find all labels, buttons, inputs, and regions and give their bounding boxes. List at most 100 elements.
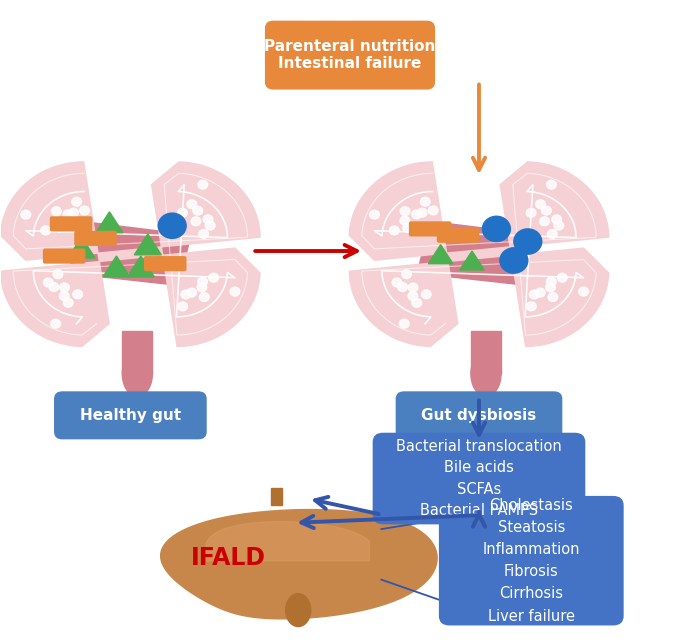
Circle shape: [428, 206, 438, 215]
Circle shape: [49, 283, 59, 292]
Polygon shape: [103, 256, 130, 277]
Circle shape: [579, 287, 589, 296]
Circle shape: [548, 293, 558, 301]
Circle shape: [63, 210, 73, 219]
Polygon shape: [471, 351, 501, 397]
Circle shape: [51, 319, 60, 328]
Circle shape: [205, 221, 215, 230]
Circle shape: [526, 208, 536, 217]
Circle shape: [529, 290, 539, 299]
Circle shape: [199, 229, 209, 238]
Circle shape: [482, 216, 510, 242]
Circle shape: [21, 210, 31, 219]
Polygon shape: [161, 510, 437, 619]
Polygon shape: [206, 522, 370, 561]
Circle shape: [408, 292, 418, 301]
Circle shape: [389, 226, 399, 235]
Circle shape: [178, 302, 188, 311]
Circle shape: [402, 270, 412, 279]
Polygon shape: [349, 162, 609, 346]
FancyBboxPatch shape: [437, 228, 480, 243]
Circle shape: [80, 206, 90, 215]
Circle shape: [187, 200, 197, 208]
FancyBboxPatch shape: [372, 433, 585, 524]
Circle shape: [412, 210, 421, 219]
Circle shape: [546, 283, 555, 292]
Circle shape: [421, 290, 431, 299]
Text: Healthy gut: Healthy gut: [80, 408, 181, 423]
Circle shape: [63, 298, 73, 307]
Circle shape: [41, 226, 50, 235]
FancyBboxPatch shape: [43, 249, 85, 263]
Circle shape: [158, 213, 186, 238]
Polygon shape: [96, 212, 123, 233]
FancyBboxPatch shape: [471, 331, 501, 374]
Circle shape: [398, 283, 407, 292]
Circle shape: [526, 302, 536, 311]
Text: IFALD: IFALD: [190, 545, 265, 570]
Circle shape: [536, 288, 545, 297]
Circle shape: [403, 224, 413, 232]
FancyBboxPatch shape: [409, 221, 452, 237]
Circle shape: [536, 200, 545, 208]
Circle shape: [421, 197, 430, 206]
FancyBboxPatch shape: [439, 496, 624, 626]
FancyBboxPatch shape: [122, 331, 153, 374]
Circle shape: [203, 215, 213, 224]
Circle shape: [53, 270, 63, 279]
Circle shape: [408, 283, 418, 292]
Circle shape: [500, 248, 528, 273]
Circle shape: [554, 221, 564, 230]
Circle shape: [43, 278, 53, 287]
Circle shape: [197, 283, 206, 292]
Polygon shape: [122, 351, 153, 397]
Circle shape: [60, 283, 69, 292]
Polygon shape: [374, 185, 584, 324]
Circle shape: [193, 206, 203, 215]
Circle shape: [547, 278, 556, 286]
Circle shape: [412, 298, 421, 307]
Circle shape: [197, 278, 207, 286]
Circle shape: [69, 208, 78, 217]
Circle shape: [181, 290, 190, 299]
Circle shape: [417, 208, 427, 217]
Polygon shape: [26, 185, 235, 324]
Circle shape: [547, 229, 557, 238]
Circle shape: [187, 288, 197, 297]
Circle shape: [178, 208, 188, 217]
Circle shape: [557, 273, 567, 282]
Polygon shape: [460, 251, 484, 270]
FancyBboxPatch shape: [265, 21, 435, 90]
Polygon shape: [68, 237, 95, 258]
Circle shape: [52, 207, 62, 215]
Circle shape: [540, 217, 550, 226]
Circle shape: [547, 180, 556, 189]
Circle shape: [73, 290, 83, 299]
Circle shape: [400, 216, 410, 225]
Circle shape: [400, 207, 410, 215]
Circle shape: [370, 210, 379, 219]
Circle shape: [552, 215, 561, 224]
Circle shape: [191, 217, 201, 226]
Circle shape: [209, 273, 218, 282]
Polygon shape: [127, 256, 154, 277]
FancyBboxPatch shape: [144, 256, 186, 271]
Circle shape: [72, 197, 82, 206]
Circle shape: [51, 216, 61, 225]
Circle shape: [60, 292, 69, 301]
Circle shape: [198, 180, 208, 189]
Polygon shape: [286, 594, 311, 626]
Text: Parenteral nutrition
Intestinal failure: Parenteral nutrition Intestinal failure: [265, 39, 435, 71]
Circle shape: [542, 206, 552, 215]
FancyBboxPatch shape: [50, 216, 92, 231]
Polygon shape: [134, 234, 161, 255]
FancyBboxPatch shape: [395, 391, 562, 439]
Circle shape: [392, 278, 402, 287]
Text: Cholestasis
Steatosis
Inflammation
Fibrosis
Cirrhosis
Liver failure: Cholestasis Steatosis Inflammation Fibro…: [482, 497, 580, 624]
Circle shape: [400, 319, 409, 328]
Polygon shape: [271, 488, 282, 506]
Text: Gut dysbiosis: Gut dysbiosis: [421, 408, 537, 423]
Polygon shape: [428, 245, 453, 263]
Polygon shape: [1, 162, 260, 346]
Circle shape: [199, 293, 209, 301]
